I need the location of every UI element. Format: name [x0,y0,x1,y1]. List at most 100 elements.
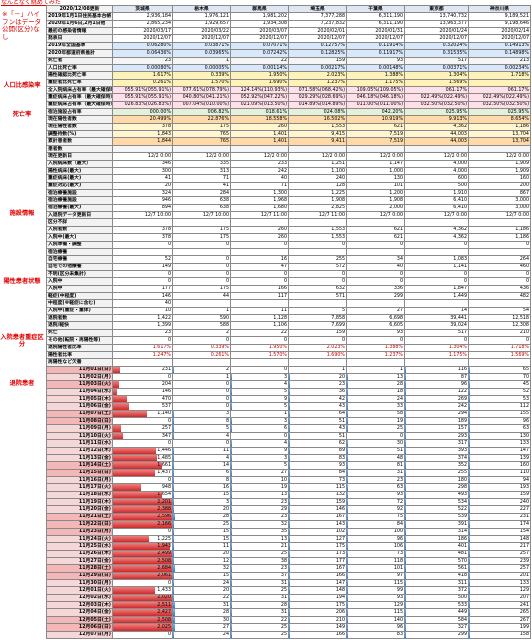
value-cell: 12/2 0:00 [404,152,469,161]
value-cell: 1,200 [346,188,405,198]
daily-bar [231,573,233,579]
daily-bar [173,565,175,572]
daily-value: 1,433 [157,588,171,594]
value-cell: 146 [112,291,173,301]
daily-value: 115 [335,485,345,491]
daily-cell: 155 [468,409,531,419]
daily-cell: 2,596 [112,512,173,522]
daily-row: 11月29日(日) 2,061 15 37 166 97 418 201 [46,571,531,581]
daily-value: 470 [161,396,171,402]
value-cell: 1 [172,56,231,65]
daily-bar [469,602,471,608]
value-cell: 0 [346,269,405,279]
data-row: 入院中 0 0 0 0 0 0 0 [46,277,531,286]
data-row: 調整待数(%) 1,843 765 1,401 9,415 7,519 44,003 13,7… [46,130,531,139]
daily-value: 43 [338,404,345,410]
daily-value: 401 [457,543,467,549]
daily-bar [113,492,162,498]
row-label: 累計患者数 [46,137,113,146]
daily-bar [113,396,127,402]
row-label: 退院者数 [46,314,113,323]
daily-value: 14 [222,462,229,468]
daily-bar [231,587,232,594]
date-label: 12月07日(月) [46,630,113,640]
data-row: 2019年1月1日住民基本台帳 2,936,184 1,976,121 1,981,2… [46,12,531,21]
value-cell: 23 [112,328,173,338]
daily-value: 193 [519,485,529,491]
value-cell: 1,128 [230,314,289,323]
daily-cell: 311 [404,579,469,588]
daily-row: 11月11日(水) 0 0 4 62 30 317 133 [46,439,531,448]
daily-bar [405,448,406,454]
daily-value: 24 [222,632,229,638]
date-label: 11月01日(日) [46,365,113,374]
daily-value: 23 [338,382,345,387]
value-cell: 1,186 [468,225,531,235]
data-row: 陽性者比率 1.247% 0.261% 1.570% 1.690% 1.237% 1.175… [46,350,531,360]
value-cell: 0.03871% [172,41,231,51]
data-row: 重症対応(最大) 20 41 71 128 101 500 200 [46,181,531,191]
daily-value: 5 [283,462,287,468]
date-label: 11月06日(金) [46,402,113,411]
value-cell: 572 [288,262,347,271]
daily-bar [113,462,162,469]
value-cell: 1,000 [346,166,405,176]
value-cell: 175 [172,225,231,235]
daily-cell: 27 [230,468,289,478]
value-cell: 0 [172,240,231,249]
daily-value: 73 [338,477,345,483]
value-cell: 175 [172,122,231,132]
category-severity: 入院患者重症区分 [0,334,44,348]
date-label: 11月21日(土) [46,512,113,522]
daily-value: 166 [335,632,345,638]
value-cell [468,218,531,227]
daily-value: 122 [457,389,467,395]
daily-cell: 146 [112,387,173,397]
daily-cell: 31 [230,608,289,617]
daily-value: 28 [396,382,403,387]
daily-value: 96 [522,418,529,424]
daily-cell: 493 [404,490,469,500]
daily-bar [347,617,348,623]
daily-cell: 10 [230,475,289,485]
value-cell: 109.05%(109.05%) [346,85,405,95]
row-label: 再陽性など欠番 [46,358,113,367]
daily-cell: 118 [346,556,405,566]
daily-cell: 29 [230,505,289,514]
value-cell: 1,100 [288,166,347,176]
value-cell: 1.718% [468,343,531,352]
date-label: 11月23日(月) [46,527,113,536]
daily-bar [289,543,290,550]
daily-cell: 174 [468,520,531,529]
date-label: 11月16日(月) [46,475,113,485]
daily-value: 129 [393,602,403,608]
top-link[interactable]: なんとなく眺めてみた [1,0,61,6]
value-cell: 2020/12/07 [346,34,405,43]
value-cell: 436 [468,284,531,294]
date-label: 11月05日(木) [46,395,113,404]
daily-value: 64 [338,411,345,417]
daily-value: 317 [457,440,467,446]
daily-cell: 1 [172,372,231,382]
daily-value: 265 [519,610,529,616]
daily-cell: 83 [346,630,405,640]
daily-value: 115 [393,580,403,586]
value-cell: 1.175% [346,78,405,87]
value-cell: 12/2 0:00 [288,152,347,161]
daily-cell: 25 [230,623,289,632]
value-cell: 1,106 [230,321,289,330]
daily-bar [113,543,171,550]
value-cell: 000.00% [112,108,173,117]
value-cell: 9.913% [404,115,469,124]
daily-value: 186 [457,536,467,542]
daily-cell: 3 [230,417,289,426]
value-cell: 2020/03/17 [112,27,173,36]
daily-value: 159 [519,492,529,498]
data-row: 患者数 [46,144,531,154]
daily-cell: 159 [288,498,347,507]
daily-cell: 73 [288,475,347,485]
daily-value: 96 [460,382,467,387]
daily-value: 43 [338,426,345,432]
daily-cell: 2,508 [112,615,173,625]
daily-value: 101 [393,565,403,571]
